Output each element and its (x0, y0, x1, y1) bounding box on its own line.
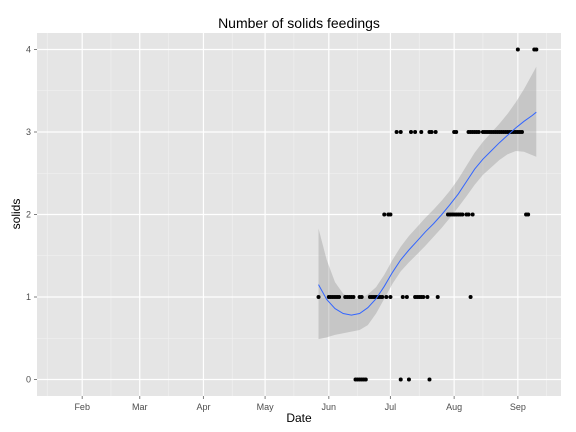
data-point (337, 295, 342, 299)
data-point (398, 130, 403, 134)
data-points (316, 47, 539, 382)
x-tick-label: May (257, 402, 275, 412)
x-axis-title: Date (286, 411, 312, 425)
data-point (468, 295, 473, 299)
data-point (429, 130, 434, 134)
data-point (316, 295, 321, 299)
y-tick-label: 4 (26, 45, 31, 55)
smooth-line (318, 111, 537, 316)
data-point (388, 295, 393, 299)
data-point (384, 295, 389, 299)
data-point (363, 377, 368, 382)
y-tick-label: 3 (26, 127, 31, 137)
data-point (408, 130, 413, 134)
x-tick-label: Apr (196, 402, 210, 412)
data-point (406, 377, 411, 382)
x-tick-label: Feb (74, 402, 90, 412)
data-point (466, 212, 471, 217)
data-point (454, 130, 459, 134)
x-axis: Feb Mar Apr May Jun Jul Aug Sep (74, 396, 526, 412)
data-point (515, 47, 520, 52)
data-point (413, 130, 418, 134)
data-point (388, 212, 393, 217)
y-tick-label: 0 (26, 375, 31, 385)
y-tick-label: 1 (26, 292, 31, 302)
data-point (404, 295, 409, 299)
chart-title: Number of solids feedings (218, 15, 380, 31)
data-point (433, 130, 438, 134)
x-tick-label: Jul (385, 402, 397, 412)
data-point (519, 130, 524, 134)
data-point (382, 212, 387, 217)
y-axis: 0 1 2 3 4 (26, 45, 37, 385)
x-tick-label: Jun (322, 402, 337, 412)
data-point (534, 47, 539, 52)
data-point (421, 295, 426, 299)
data-point (425, 295, 430, 299)
data-point (394, 130, 399, 134)
data-point (351, 295, 356, 299)
data-point (398, 377, 403, 382)
data-point (435, 295, 440, 299)
data-point (476, 130, 481, 134)
y-tick-label: 2 (26, 210, 31, 220)
x-tick-label: Aug (446, 402, 462, 412)
x-tick-label: Sep (510, 402, 526, 412)
major-grid (37, 33, 561, 396)
x-tick-label: Mar (132, 402, 148, 412)
data-point (470, 212, 475, 217)
data-point (460, 212, 465, 217)
data-point (380, 295, 385, 299)
data-point (427, 377, 432, 382)
data-point (400, 295, 405, 299)
data-point (526, 212, 531, 217)
data-point (419, 130, 424, 134)
data-point (359, 295, 364, 299)
y-axis-title: solids (9, 199, 23, 230)
